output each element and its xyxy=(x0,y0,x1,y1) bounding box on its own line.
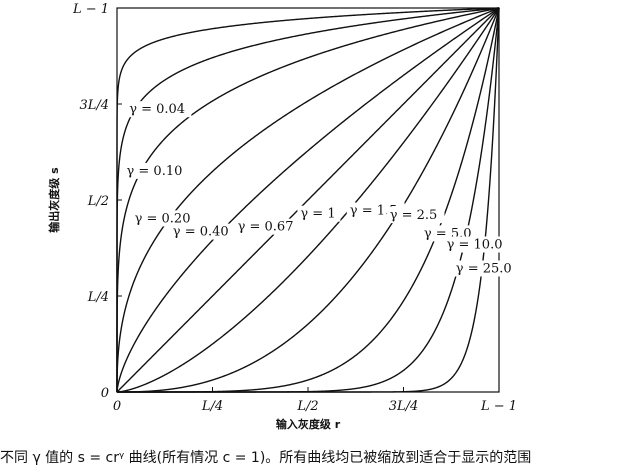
gamma-label-background xyxy=(126,101,192,118)
curve-gamma-0_67 xyxy=(116,7,500,393)
gamma-label-background xyxy=(169,223,235,240)
gamma-label: γ = 0.67 xyxy=(238,220,294,235)
x-tick-label: 0 xyxy=(113,399,121,414)
curve-gamma-0_04 xyxy=(116,7,500,392)
x-axis-title: 输入灰度级 r xyxy=(276,417,341,431)
curve-gamma-0_1 xyxy=(116,7,500,392)
curves-group xyxy=(116,7,500,393)
gamma-label: γ = 25.0 xyxy=(456,262,512,277)
gamma-label: γ = 0.20 xyxy=(135,211,191,226)
curve-gamma-1_5 xyxy=(116,7,500,393)
y-tick-label: L/4 xyxy=(87,290,109,305)
gamma-label: γ = 1 xyxy=(300,207,335,222)
gamma-label-background xyxy=(443,236,509,253)
gamma-label-background xyxy=(386,207,445,224)
x-tick-label: L/4 xyxy=(201,399,223,414)
gamma-label-background xyxy=(297,205,341,222)
gamma-labels-group: γ = 0.04 γ = 0.10 γ = 0.20γ = 0.40 γ = 0.67… xyxy=(123,101,518,277)
y-tick-label: L/2 xyxy=(87,194,109,209)
gamma-label: γ = 0.10 xyxy=(127,164,183,179)
y-tick-label: L − 1 xyxy=(72,2,109,17)
curve-gamma-1 xyxy=(116,7,500,393)
gamma-label: γ = 0.04 xyxy=(129,102,185,117)
x-tick-label: L/2 xyxy=(296,399,318,414)
y-axis-title: 输出灰度级 s xyxy=(47,167,61,233)
y-tick-label: 0 xyxy=(101,386,109,401)
gamma-label: γ = 1.5 xyxy=(350,204,398,219)
gamma-label-background xyxy=(123,162,189,179)
gamma-curves-chart: 0 L/4 L/2 3L/4 L − 1 0 L/4 L/2 3L/4 L − 1 γ = 0.0… xyxy=(47,2,518,431)
gamma-label-background xyxy=(234,218,300,235)
gamma-label: γ = 0.40 xyxy=(173,225,229,240)
gamma-label-background xyxy=(131,210,197,227)
x-tick-label: 3L/4 xyxy=(389,399,419,414)
ticks-group: 0 L/4 L/2 3L/4 L − 1 0 L/4 L/2 3L/4 L − 1 xyxy=(72,2,517,414)
x-tick-label: L − 1 xyxy=(480,399,517,414)
gamma-label-background xyxy=(452,260,518,277)
y-tick-label: 3L/4 xyxy=(79,98,109,113)
curve-gamma-0_2 xyxy=(116,7,500,392)
curve-gamma-2_5 xyxy=(117,7,500,393)
gamma-label: γ = 10.0 xyxy=(447,238,503,253)
gamma-label: γ = 2.5 xyxy=(390,208,438,223)
figure-caption: 不同 γ 值的 s = crᵞ 曲线(所有情况 c = 1)。所有曲线均已被缩放… xyxy=(0,450,532,466)
